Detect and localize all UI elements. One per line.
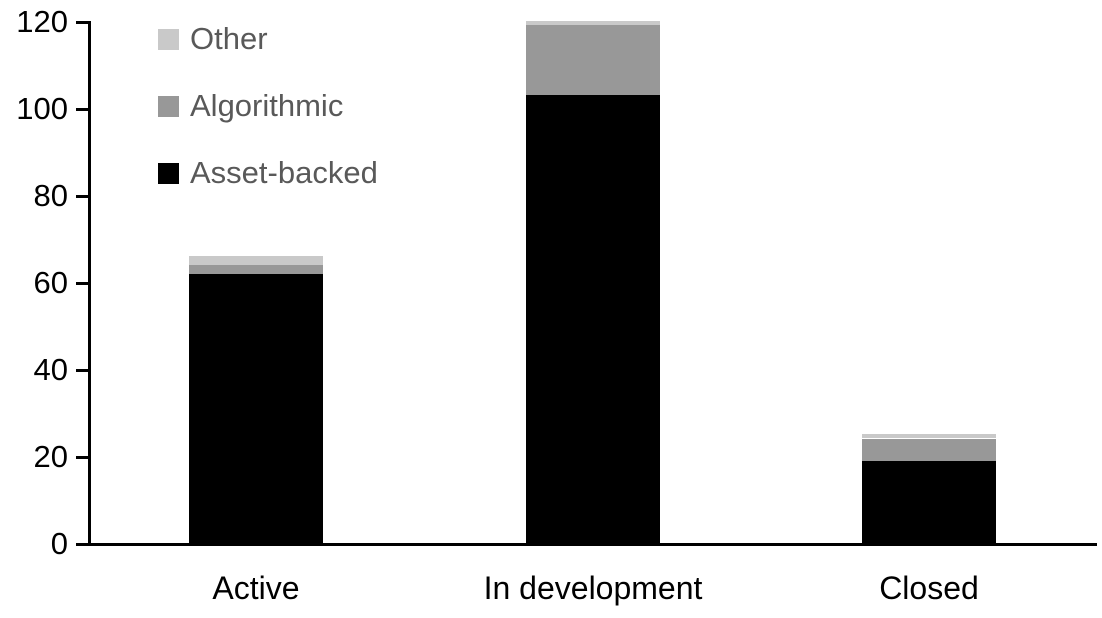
y-tick [76,369,88,372]
bar-segment-asset-backed [862,460,996,543]
legend-label: Algorithmic [190,88,344,123]
y-tick [76,195,88,198]
y-tick-label: 0 [50,526,68,561]
bar-segment-algorithmic [862,439,996,461]
x-category-label: In development [483,570,703,606]
y-tick [76,108,88,111]
legend-item-asset-backed: Asset-backed [158,155,378,190]
y-tick [76,282,88,285]
legend-swatch-icon [158,28,179,50]
y-tick-label: 40 [33,352,68,387]
x-category-label: Active [212,570,300,606]
bar-segment-other [189,256,323,265]
y-tick-label: 60 [33,265,68,300]
y-tick [76,21,88,24]
y-tick [76,543,88,546]
y-tick-label: 20 [33,439,68,474]
bar-segment-asset-backed [189,273,323,543]
y-tick-label: 120 [16,4,68,39]
y-tick [76,456,88,459]
y-tick-label: 80 [33,178,68,213]
legend-label: Asset-backed [190,155,378,190]
x-axis-line [88,543,1097,546]
y-tick-label: 100 [16,91,68,126]
bar-segment-algorithmic [189,265,323,274]
legend-swatch-icon [158,162,179,184]
y-axis-line [88,21,91,546]
bar-segment-other [526,21,660,25]
legend-item-other: Other [158,21,268,56]
legend-swatch-icon [158,95,179,117]
legend-item-algorithmic: Algorithmic [158,88,344,123]
x-category-label: Closed [879,570,979,606]
bar-segment-asset-backed [526,95,660,543]
legend-label: Other [190,21,268,56]
bar-segment-algorithmic [526,25,660,95]
bar-segment-other [862,434,996,438]
